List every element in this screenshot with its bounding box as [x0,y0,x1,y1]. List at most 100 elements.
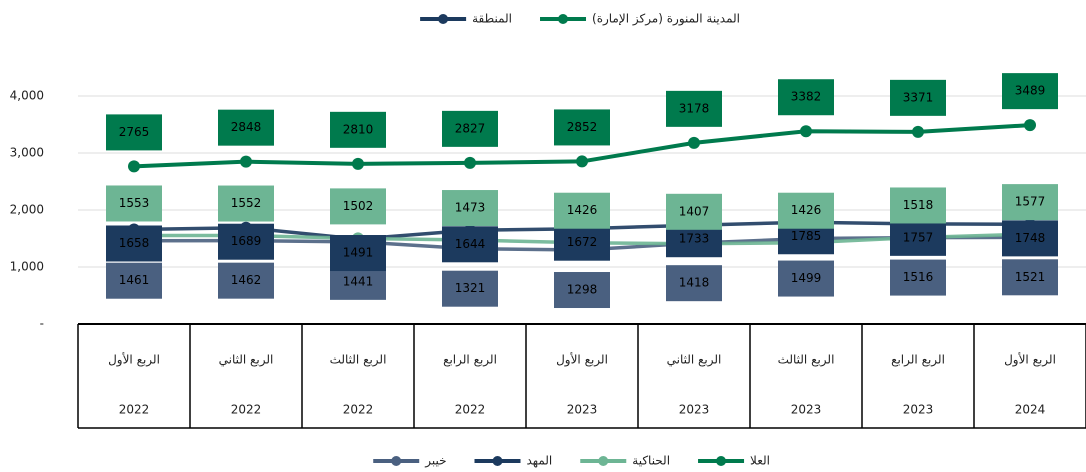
legend-marker [438,14,449,24]
x-year-label: 2024 [1015,403,1046,417]
value-label-box [330,111,386,148]
x-tick-label: الربع الثاني [219,353,274,368]
value-label: 2810 [343,122,374,136]
series-marker [800,125,812,138]
x-tick-label: الربع الأول [1004,352,1056,368]
value-label: 2765 [119,125,150,139]
y-tick-label: 2,000 [10,203,44,217]
value-label: 3178 [679,101,710,115]
value-label: 1441 [343,274,374,288]
value-label-box [890,259,946,296]
x-tick-label: الربع الأول [556,352,608,368]
value-label: 1757 [903,230,934,244]
series-marker [576,155,588,168]
legend-label: العلا [750,454,770,468]
value-label: 1462 [231,273,262,287]
x-year-label: 2022 [231,403,262,417]
y-tick-label: - [40,317,44,331]
legend-label: المدينة المنورة (مركز الإمارة) [592,12,740,27]
value-label-box [890,219,946,256]
x-tick-label: الربع الرابع [891,353,945,368]
value-label-box [106,114,162,151]
value-label: 1473 [455,201,486,215]
series-marker [464,156,476,169]
value-label-box [1002,73,1058,110]
value-label: 1748 [1015,231,1046,245]
value-label: 1502 [343,199,374,213]
value-label-box [218,185,274,222]
x-year-label: 2023 [567,403,598,417]
value-label-box [554,192,610,229]
legend-marker [492,456,503,466]
value-label: 1577 [1015,195,1046,209]
value-label-box [218,223,274,260]
value-label: 1426 [791,203,822,217]
series-marker [688,136,700,149]
value-label-box [890,187,946,224]
value-label: 1298 [567,283,598,297]
y-tick-label: 3,000 [10,146,44,160]
x-year-label: 2022 [119,403,150,417]
x-year-label: 2022 [343,403,374,417]
value-label-box [106,262,162,299]
value-label-box [554,109,610,146]
series-marker [128,160,140,173]
value-label-box [106,185,162,222]
x-tick-label: الربع الثالث [330,353,387,368]
value-label-box [218,109,274,146]
x-year-label: 2023 [791,403,822,417]
legend-label: المنطقة [472,12,512,26]
legend-marker [716,456,727,466]
x-year-label: 2023 [903,403,934,417]
value-label-box [442,190,498,227]
value-label-box [218,262,274,299]
value-label-box [1002,220,1058,257]
value-label-box [330,188,386,225]
value-label-box [442,270,498,307]
legend-label: خيبر [424,454,446,469]
value-label-box [666,90,722,127]
value-label-box [890,79,946,116]
value-label-box [1002,184,1058,221]
value-label: 1553 [119,196,150,210]
value-label: 1644 [455,237,486,251]
value-label: 1418 [679,276,710,290]
x-tick-label: الربع الثالث [778,353,835,368]
legend-marker [391,456,402,466]
value-label: 1461 [119,273,150,287]
value-label-box [778,79,834,116]
value-label: 1491 [343,246,374,260]
value-label-box [1002,259,1058,296]
value-label: 1785 [791,229,822,243]
x-tick-label: الربع الأول [108,352,160,368]
value-label-box [778,260,834,297]
value-label-box [666,265,722,302]
value-label-box [778,192,834,229]
series-marker [352,157,364,170]
value-label-box [554,272,610,309]
legend-marker [598,456,609,466]
value-label-box [106,225,162,262]
value-label: 1518 [903,198,934,212]
series-marker [1024,119,1036,132]
value-label: 3489 [1015,84,1046,98]
value-label: 1321 [455,281,486,295]
value-label: 1658 [119,236,150,250]
value-label: 1689 [231,234,262,248]
value-label: 1407 [679,204,710,218]
x-tick-label: الربع الرابع [443,353,497,368]
value-label: 1516 [903,270,934,284]
value-label: 2827 [455,121,486,135]
value-label: 1426 [567,203,598,217]
series-marker [912,125,924,138]
legend-label: المهد [527,454,553,468]
y-tick-label: 1,000 [10,260,44,274]
value-label: 1521 [1015,270,1046,284]
x-year-label: 2023 [679,403,710,417]
value-label: 1733 [679,232,710,246]
y-tick-label: 4,000 [10,89,44,103]
value-label-box [554,224,610,261]
value-label: 2848 [231,120,262,134]
value-label: 1499 [791,271,822,285]
